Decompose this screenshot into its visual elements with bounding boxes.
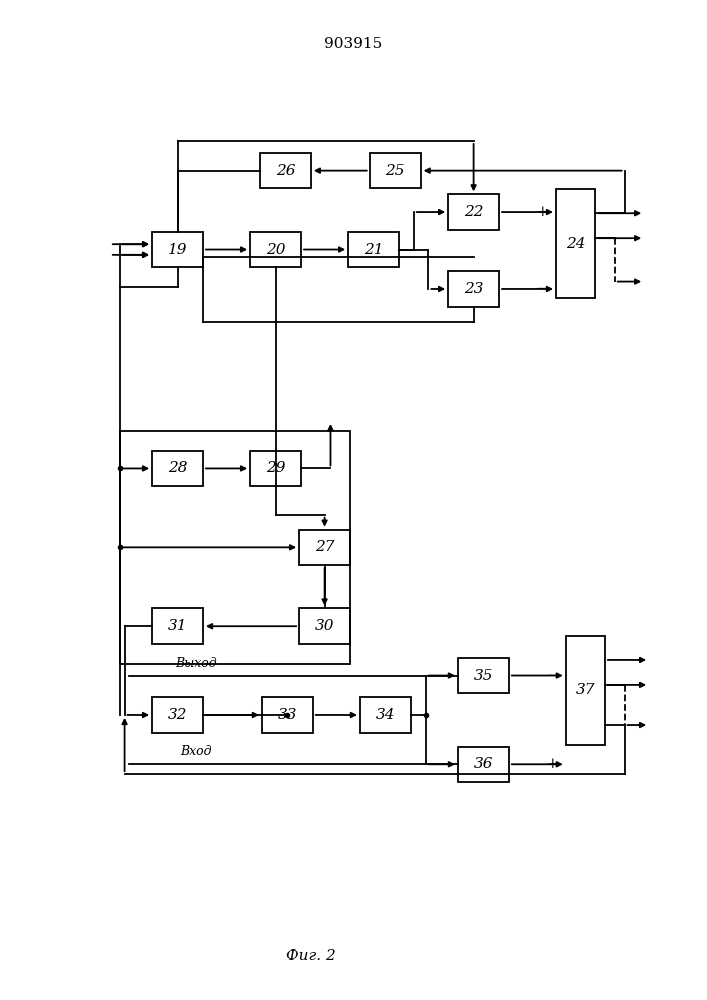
Bar <box>458 747 509 782</box>
Bar <box>370 153 421 188</box>
Text: −: − <box>545 669 558 683</box>
Text: 903915: 903915 <box>324 37 382 51</box>
Text: 24: 24 <box>566 237 585 251</box>
Text: 27: 27 <box>315 540 334 554</box>
Bar <box>299 608 350 644</box>
Bar <box>299 530 350 565</box>
Text: 31: 31 <box>168 619 187 633</box>
Bar <box>448 194 499 230</box>
Bar <box>458 658 509 693</box>
Bar <box>152 451 203 486</box>
Bar <box>152 232 203 267</box>
Text: 28: 28 <box>168 461 187 475</box>
Bar <box>556 189 595 298</box>
Text: 35: 35 <box>474 669 493 683</box>
Bar <box>360 697 411 733</box>
Bar <box>448 271 499 307</box>
Bar <box>262 697 312 733</box>
Text: 21: 21 <box>364 243 383 257</box>
Text: −: − <box>535 282 548 296</box>
Text: 26: 26 <box>276 164 295 178</box>
Text: 34: 34 <box>375 708 395 722</box>
Bar <box>250 232 301 267</box>
Text: 32: 32 <box>168 708 187 722</box>
Text: 30: 30 <box>315 619 334 633</box>
Text: +: + <box>547 757 558 771</box>
Text: 33: 33 <box>278 708 297 722</box>
Text: 37: 37 <box>575 683 595 697</box>
Text: 25: 25 <box>385 164 405 178</box>
Text: 23: 23 <box>464 282 484 296</box>
Text: 19: 19 <box>168 243 187 257</box>
Text: 20: 20 <box>266 243 286 257</box>
Bar <box>250 451 301 486</box>
Bar <box>260 153 311 188</box>
Bar <box>152 697 203 733</box>
Text: +: + <box>537 205 548 219</box>
Bar <box>566 636 605 745</box>
Text: Выход: Выход <box>175 657 216 670</box>
Bar <box>152 608 203 644</box>
Text: Фиг. 2: Фиг. 2 <box>286 949 336 963</box>
Bar <box>119 431 350 664</box>
Text: 29: 29 <box>266 461 286 475</box>
Text: 36: 36 <box>474 757 493 771</box>
Bar <box>348 232 399 267</box>
Text: 22: 22 <box>464 205 484 219</box>
Text: Вход: Вход <box>180 745 211 758</box>
